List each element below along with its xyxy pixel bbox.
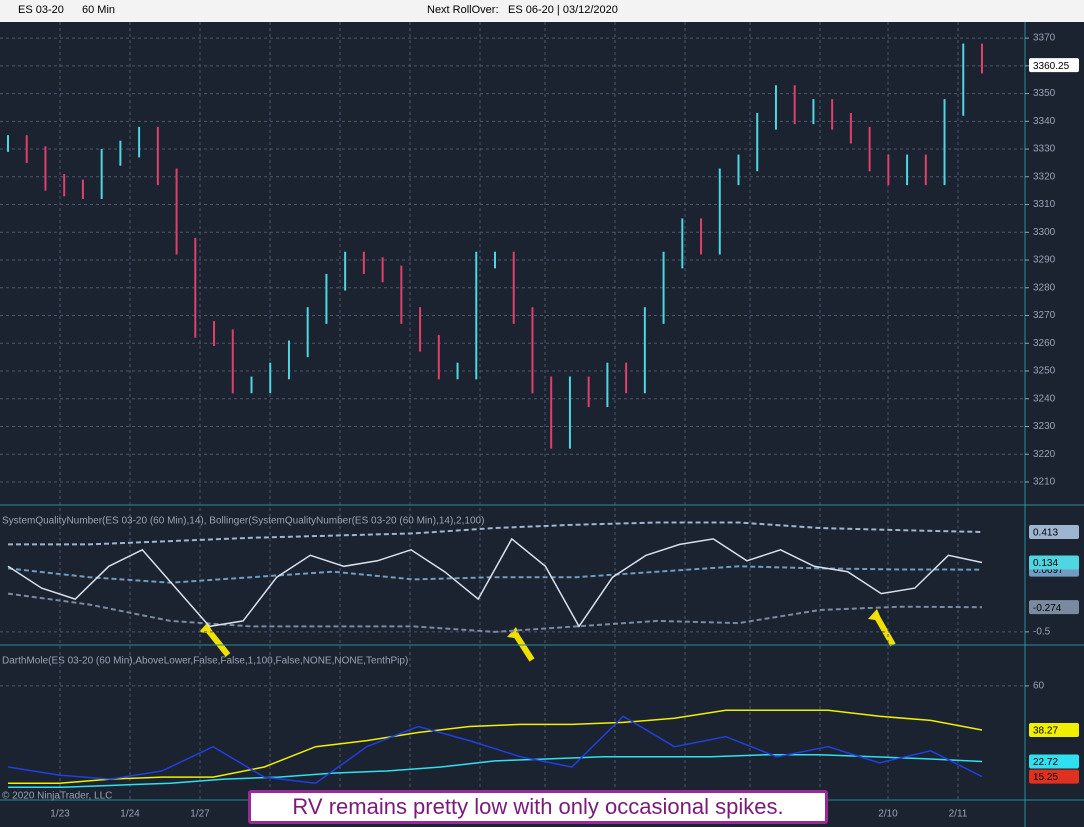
x-tick-label: 1/24 (120, 809, 140, 820)
symbol[interactable]: ES 03-20 (18, 4, 64, 16)
y-tick-label: 3220 (1033, 449, 1056, 460)
value-label: 0.134 (1033, 558, 1058, 569)
value-box (1029, 525, 1079, 540)
y-tick-label: 3370 (1033, 33, 1056, 44)
panel-title: DarthMole(ES 03-20 (60 Min),AboveLower,F… (2, 656, 408, 667)
arrow-head (507, 627, 521, 639)
chart: 3210 3220 3230 3240 3250 3260 3270 3280 3290 3300… (0, 22, 1084, 827)
x-tick-label: 1/27 (190, 809, 210, 820)
value-box (1029, 600, 1079, 615)
y-tick-label: 3340 (1033, 116, 1056, 127)
value-label: 15.25 (1033, 772, 1058, 783)
y-tick-label: 3210 (1033, 477, 1056, 488)
y-tick-label: 3320 (1033, 171, 1056, 182)
toolbar: ES 03-20 60 Min Next RollOver: ES 06-20 … (0, 0, 1084, 22)
value-box (1029, 722, 1079, 737)
y-tick-label: 3290 (1033, 255, 1056, 266)
panel-title: SystemQualityNumber(ES 03-20 (60 Min),14… (2, 516, 484, 527)
rollover-value: ES 06-20 | 03/12/2020 (508, 4, 618, 16)
value-label: 3360.25 (1033, 61, 1070, 72)
series-line (7, 592, 983, 633)
y-tick-label: -0.5 (1033, 627, 1051, 638)
y-tick-label: 3240 (1033, 393, 1056, 404)
y-tick-label: 3260 (1033, 338, 1056, 349)
value-label: 22.72 (1033, 757, 1058, 768)
y-tick-label: 3280 (1033, 282, 1056, 293)
value-box (1029, 58, 1079, 73)
series-line (8, 521, 983, 546)
value-box (1029, 769, 1079, 784)
arrows (199, 609, 896, 662)
y-tick-label: 3330 (1033, 144, 1056, 155)
y-tick-label: 3350 (1033, 88, 1056, 99)
y-tick-label: 3310 (1033, 199, 1056, 210)
copyright: © 2020 NinjaTrader, LLC (2, 791, 112, 802)
value-box (1029, 555, 1079, 570)
value-label: 0.0697 (1033, 565, 1064, 576)
arrow-shaft (205, 628, 231, 657)
arrow-head (199, 622, 213, 634)
x-tick-label: 1/23 (50, 809, 70, 820)
y-tick-label: 3300 (1033, 227, 1056, 238)
y-tick-label: 3250 (1033, 366, 1056, 377)
y-tick-label: 60 (1033, 681, 1045, 692)
annotation: RV remains pretty low with only occasion… (248, 790, 828, 824)
value-label: 38.27 (1033, 726, 1058, 737)
value-box (1029, 754, 1079, 769)
y-tick-label: 3270 (1033, 310, 1056, 321)
arrow-shaft (874, 615, 896, 647)
series-line (8, 709, 983, 784)
value-label: 0.413 (1033, 528, 1058, 539)
arrow-head (868, 609, 882, 621)
arrow-shaft (513, 633, 535, 662)
series-line (7, 715, 983, 784)
series-line (8, 754, 983, 788)
value-label: -0.274 (1033, 603, 1062, 614)
x-tick-label: 2/10 (878, 809, 898, 820)
interval[interactable]: 60 Min (82, 4, 116, 16)
series-line (7, 537, 983, 628)
x-tick-label: 2/11 (949, 809, 968, 820)
rollover-label: Next RollOver: (427, 4, 499, 16)
y-tick-label: 3230 (1033, 421, 1056, 432)
